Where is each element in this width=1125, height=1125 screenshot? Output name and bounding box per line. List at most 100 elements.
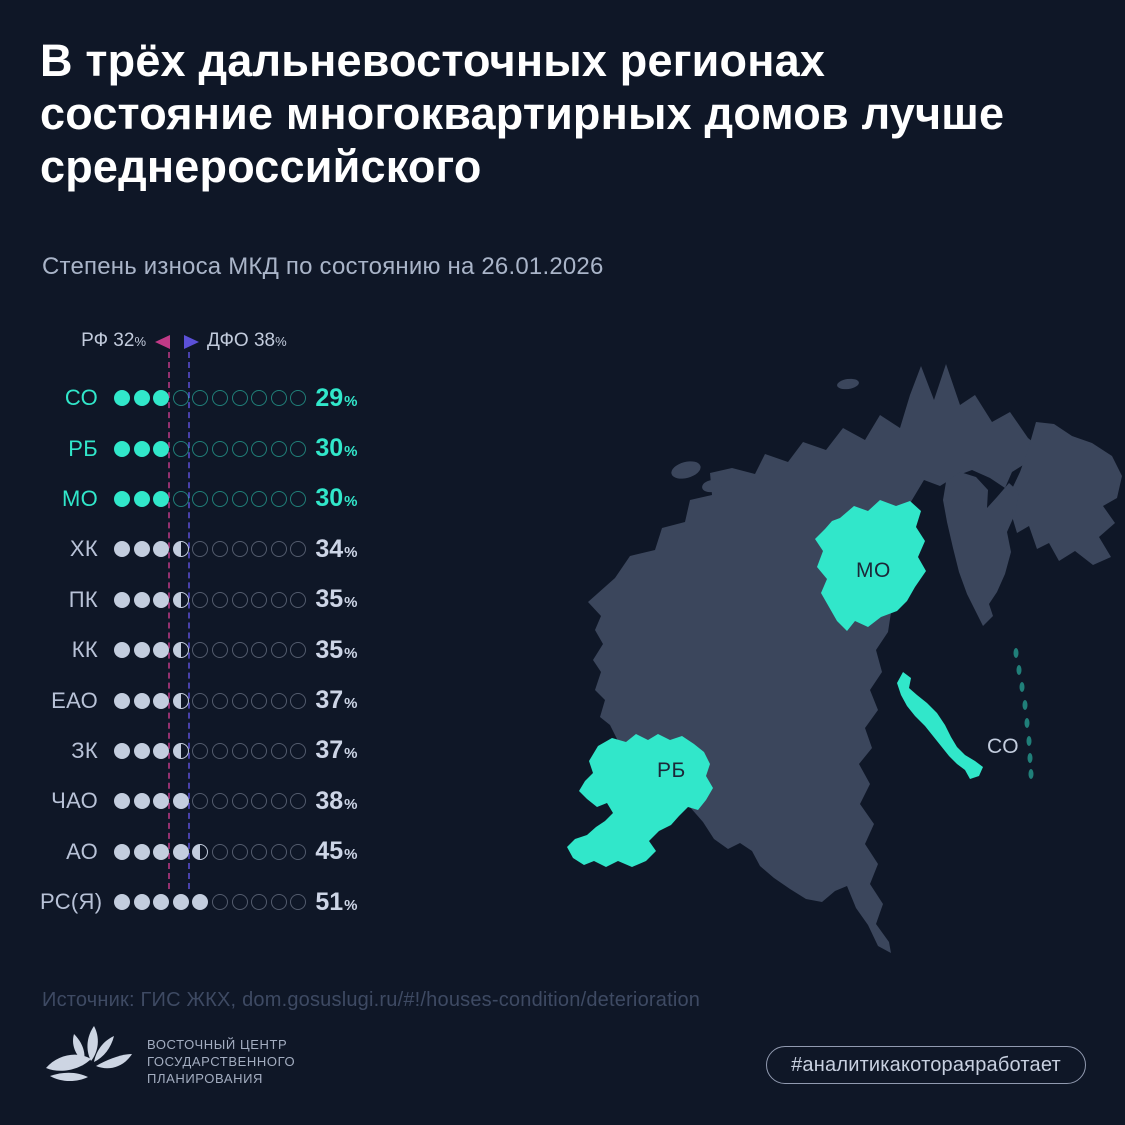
dot [172,793,189,810]
region-value-number: 37 [315,736,344,765]
region-row: СО 29% [40,373,358,423]
logo-text: ВОСТОЧНЫЙ ЦЕНТР ГОСУДАРСТВЕННОГО ПЛАНИРО… [147,1036,295,1087]
region-label: РС(Я) [40,889,103,915]
dot-matrix [114,793,307,810]
dot [290,692,307,709]
dfo-unit: % [275,334,287,349]
dot [172,591,189,608]
dot [211,591,228,608]
dot [270,843,287,860]
region-value: 38% [315,787,357,816]
map-label-rb: РБ [657,759,686,782]
region-label: РБ [68,435,98,461]
dot [270,591,287,608]
region-row: ПК 35% [40,575,358,625]
dot [114,591,130,608]
dot [270,894,287,911]
map-highlighted-regions [567,500,1034,867]
dot [211,793,228,810]
dot-matrix [114,541,307,558]
region-value-number: 30 [315,434,344,463]
region-label: СО [64,385,98,411]
dot [211,490,228,507]
region-value-number: 35 [315,585,344,614]
page-title: В трёх дальневосточных регионах состояни… [40,35,1005,192]
map-island [837,378,859,390]
region-label: МО [61,485,98,511]
region-value: 30% [315,484,357,513]
lotus-logo-icon [46,1026,132,1082]
dot [290,843,307,860]
dot [270,793,287,810]
dot [133,490,150,507]
dot-matrix [114,490,307,507]
region-row: ЗК 37% [40,726,357,776]
region-value: 45% [315,837,357,866]
region-label: ХК [69,536,98,562]
dot [133,642,150,659]
dot [251,692,268,709]
dot-matrix [114,440,307,457]
region-label: АО [66,838,98,864]
dot [153,843,170,860]
dot [192,894,209,911]
dot [211,843,228,860]
dot [211,541,228,558]
reference-label-dfo: ДФО 38% [207,330,287,352]
dot [153,440,170,457]
dot [251,642,268,659]
chart-subtitle: Степень износа МКД по состоянию на 26.01… [42,253,604,280]
dot [114,642,130,659]
dot [172,692,189,709]
region-value-unit: % [344,644,358,662]
map-region-magadan [815,500,926,631]
dot [172,894,189,911]
dot [133,742,150,759]
dot [153,742,170,759]
region-value: 37% [315,686,357,715]
dot [172,541,189,558]
dot [153,642,170,659]
dot [133,692,150,709]
dfo-marker-right-triangle-icon [184,335,199,349]
map-label-mo: МО [856,559,891,582]
dot [172,642,189,659]
dot [114,843,130,860]
dot [172,440,189,457]
dot [114,440,130,457]
map-landmass [588,364,1122,953]
dot [192,793,209,810]
dot [290,490,307,507]
region-value-unit: % [344,594,358,612]
reference-label-rf: РФ 32% [40,330,146,352]
dot [231,642,248,659]
dot [231,541,248,558]
region-value-number: 38 [315,786,344,815]
dot [153,541,170,558]
dot [251,894,268,911]
region-value-unit: % [344,846,358,864]
dot [251,591,268,608]
region-value: 30% [315,434,357,463]
dot [290,591,307,608]
dot-matrix [114,390,307,407]
dot [133,541,150,558]
rf-name: РФ [81,330,109,351]
dot [211,894,228,911]
region-label: КК [71,637,98,663]
logo-line-1: ВОСТОЧНЫЙ ЦЕНТР [147,1037,288,1052]
dot [270,541,287,558]
dot [114,490,130,507]
region-value-number: 30 [315,484,344,513]
dfo-map: МО РБ СО [567,364,1122,953]
map-region-sakhalin [897,672,983,779]
dot [172,843,189,860]
dfo-name: ДФО [207,330,249,351]
dot-matrix [114,591,307,608]
region-value-unit: % [344,493,358,511]
dot [153,390,170,407]
region-value: 51% [315,888,357,917]
rf-value: 32 [113,330,135,351]
region-value: 37% [315,736,357,765]
